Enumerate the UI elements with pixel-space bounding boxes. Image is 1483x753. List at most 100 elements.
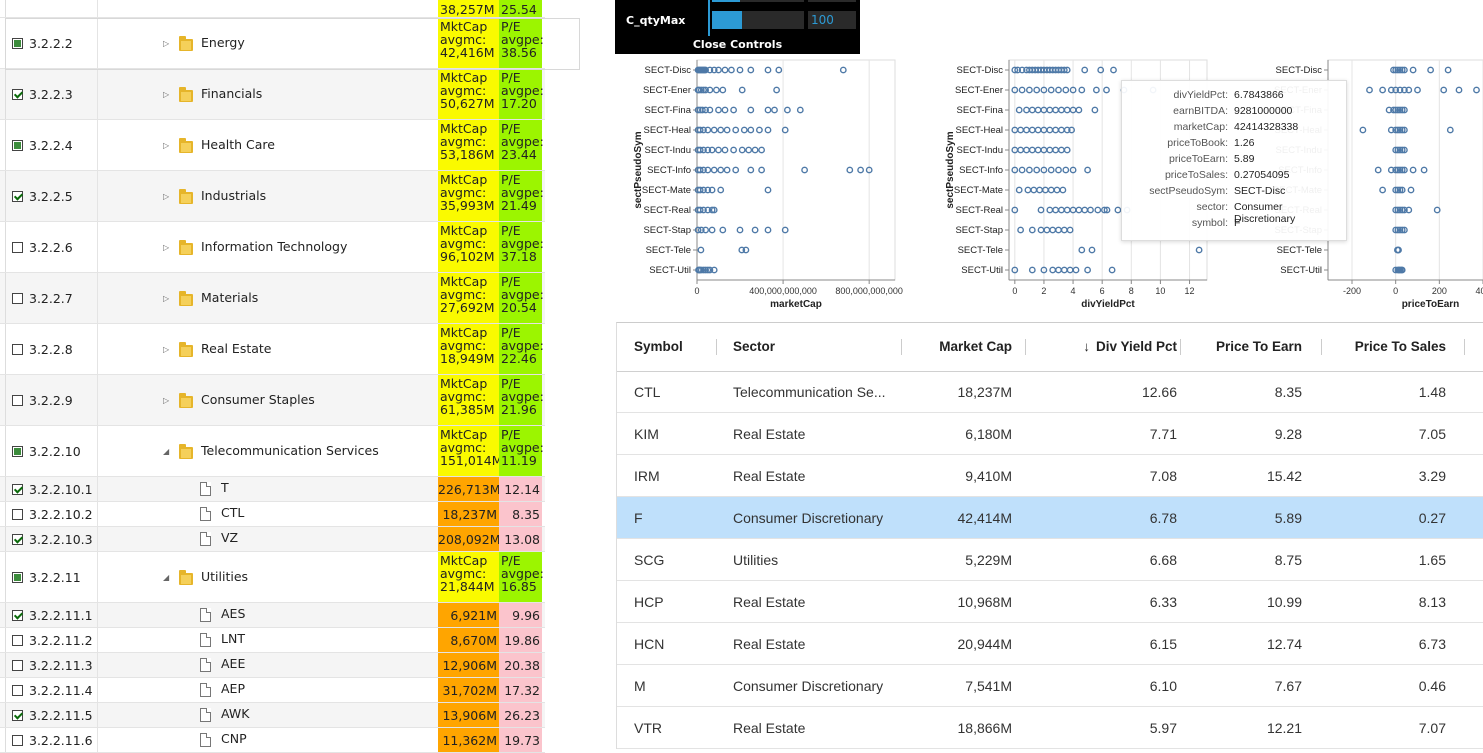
- scatter-point[interactable]: [1066, 226, 1074, 234]
- scatter-point[interactable]: [702, 66, 710, 74]
- scatter-point[interactable]: [696, 166, 704, 174]
- scatter-point[interactable]: [758, 146, 766, 154]
- scatter-point[interactable]: [775, 66, 783, 74]
- expand-triangle-icon[interactable]: ▷: [163, 395, 170, 405]
- scatter-point[interactable]: [1081, 66, 1089, 74]
- tree-row[interactable]: 3.2.2.3 ▷ Financials MktCap avgmc: 50,627M P/E…: [0, 69, 545, 120]
- scatter-point[interactable]: [710, 126, 718, 134]
- scatter-point[interactable]: [1394, 126, 1402, 134]
- scatter-point[interactable]: [723, 126, 731, 134]
- scatter-point[interactable]: [738, 86, 746, 94]
- tree-row[interactable]: 3.2.2.7 ▷ Materials MktCap avgmc: 27,692M P/E a…: [0, 273, 545, 324]
- column-separator[interactable]: [1321, 339, 1322, 355]
- scatter-point[interactable]: [696, 186, 704, 194]
- tree-row[interactable]: 3.2.2.10 ◢ Telecommunication Services MktCa…: [0, 426, 545, 477]
- collapse-triangle-icon[interactable]: ◢: [163, 572, 170, 582]
- expand-triangle-icon[interactable]: ▷: [163, 89, 170, 99]
- expand-triangle-icon[interactable]: ▷: [163, 344, 170, 354]
- scatter-point[interactable]: [1398, 126, 1406, 134]
- row-checkbox[interactable]: [12, 710, 23, 721]
- scatter-point[interactable]: [1081, 206, 1089, 214]
- scatter-point[interactable]: [1040, 166, 1048, 174]
- scatter-point[interactable]: [1392, 106, 1400, 114]
- scatter-point[interactable]: [764, 106, 772, 114]
- scatter-point[interactable]: [745, 146, 753, 154]
- row-checkbox[interactable]: [12, 534, 23, 545]
- scatter-point[interactable]: [764, 66, 772, 74]
- scatter-point[interactable]: [721, 106, 729, 114]
- scatter-point[interactable]: [1392, 186, 1400, 194]
- row-checkbox[interactable]: [12, 140, 23, 151]
- row-checkbox[interactable]: [12, 191, 23, 202]
- scatter-point[interactable]: [1401, 166, 1408, 174]
- tree-row[interactable]: 3.2.2.6 ▷ Information Technology MktCap avgm…: [0, 222, 545, 273]
- scatter-point[interactable]: [1069, 166, 1077, 174]
- scatter-point[interactable]: [1040, 266, 1048, 274]
- row-checkbox[interactable]: [12, 572, 23, 583]
- scatter-point[interactable]: [1023, 146, 1030, 154]
- scatter-point[interactable]: [1392, 206, 1400, 214]
- scatter-point[interactable]: [710, 206, 718, 214]
- scatter-point[interactable]: [1091, 106, 1099, 114]
- row-checkbox[interactable]: [12, 395, 23, 406]
- scatter-point[interactable]: [730, 106, 738, 114]
- scatter-point[interactable]: [1366, 86, 1373, 94]
- scatter-point[interactable]: [1037, 206, 1045, 214]
- table-row[interactable]: VTR Real Estate 18,866M 5.97 12.21 7.07: [617, 707, 1483, 749]
- scatter-point[interactable]: [1025, 86, 1033, 94]
- scatter-point[interactable]: [1359, 126, 1367, 134]
- scatter-point[interactable]: [696, 126, 704, 134]
- tree-row[interactable]: 3.2.2.11.1 AES 6,921M 9.96: [0, 603, 545, 628]
- scatter-point[interactable]: [708, 226, 716, 234]
- scatter-point[interactable]: [1084, 166, 1091, 174]
- scatter-point[interactable]: [1053, 186, 1061, 194]
- scatter-point[interactable]: [1455, 86, 1463, 94]
- scatter-point[interactable]: [1401, 226, 1408, 234]
- scatter-point[interactable]: [719, 86, 727, 94]
- scatter-point[interactable]: [1084, 266, 1091, 274]
- scatter-point[interactable]: [1401, 86, 1408, 94]
- scatter-point[interactable]: [1047, 166, 1055, 174]
- row-checkbox[interactable]: [12, 635, 23, 646]
- scatter-point[interactable]: [1110, 66, 1117, 74]
- scatter-point[interactable]: [1057, 126, 1065, 134]
- scatter-point[interactable]: [1394, 186, 1402, 194]
- scatter-point[interactable]: [738, 146, 746, 154]
- scatter-point[interactable]: [1398, 166, 1406, 174]
- scatter-point[interactable]: [1063, 106, 1071, 114]
- scatter-point[interactable]: [1033, 86, 1041, 94]
- scatter-point[interactable]: [1011, 166, 1019, 174]
- scatter-point[interactable]: [1398, 106, 1406, 114]
- row-checkbox[interactable]: [12, 38, 23, 49]
- scatter-point[interactable]: [1055, 166, 1062, 174]
- scatter-point[interactable]: [1394, 66, 1402, 74]
- scatter-point[interactable]: [1396, 86, 1404, 94]
- row-checkbox[interactable]: [12, 344, 23, 355]
- scatter-point[interactable]: [1037, 226, 1045, 234]
- scatter-point[interactable]: [721, 146, 729, 154]
- column-separator[interactable]: [1464, 339, 1465, 355]
- scatter-point[interactable]: [1392, 66, 1400, 74]
- scatter-point[interactable]: [1043, 226, 1051, 234]
- scatter-point[interactable]: [747, 66, 755, 74]
- scatter-point[interactable]: [1036, 186, 1043, 194]
- column-header-price-to-sales[interactable]: Price To Sales: [1321, 323, 1446, 371]
- scatter-point[interactable]: [1392, 226, 1400, 234]
- scatter-point[interactable]: [717, 186, 725, 194]
- scatter-point[interactable]: [704, 186, 712, 194]
- scatter-point[interactable]: [773, 86, 781, 94]
- scatter-point[interactable]: [738, 246, 746, 254]
- scatter-point[interactable]: [764, 226, 772, 234]
- scatter-point[interactable]: [1398, 226, 1406, 234]
- scatter-point[interactable]: [697, 246, 705, 254]
- scatter-point[interactable]: [1015, 186, 1023, 194]
- tree-row[interactable]: 3.2.2.10.3 VZ 208,092M 13.08: [0, 527, 545, 552]
- scatter-point[interactable]: [1398, 206, 1406, 214]
- scatter-point[interactable]: [713, 86, 720, 94]
- column-header-sector[interactable]: Sector: [733, 323, 913, 371]
- scatter-point[interactable]: [1103, 86, 1110, 94]
- scatter-point[interactable]: [702, 106, 710, 114]
- table-row[interactable]: KIM Real Estate 6,180M 7.71 9.28 7.05: [617, 413, 1483, 455]
- scatter-point[interactable]: [1040, 86, 1048, 94]
- column-separator[interactable]: [901, 339, 902, 355]
